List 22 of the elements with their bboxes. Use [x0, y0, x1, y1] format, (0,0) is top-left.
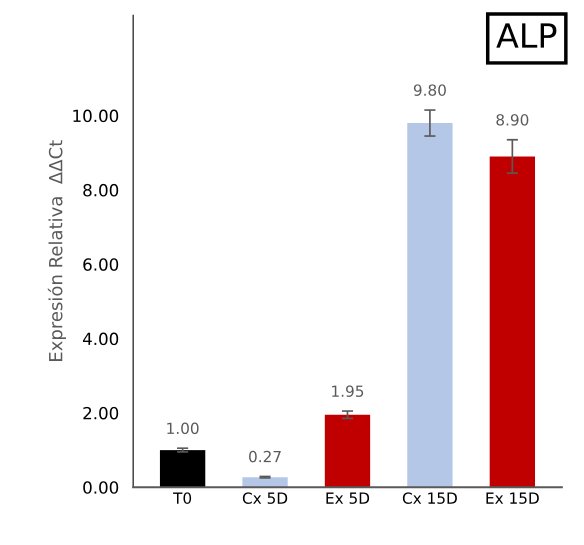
data-label: 0.27 — [249, 450, 281, 462]
annotation: ALP — [496, 23, 556, 48]
data-label: 8.90 — [496, 114, 528, 126]
bar — [160, 450, 206, 488]
x-tick-label: Ex 15D — [486, 492, 539, 504]
y-tick-label: 0.00 — [83, 481, 118, 494]
x-tick-label: Cx 5D — [242, 492, 288, 504]
y-tick-label: 10.00 — [73, 110, 118, 122]
data-label: 9.80 — [414, 84, 446, 96]
y-tick-label: 2.00 — [83, 406, 118, 420]
y-tick-label: 4.00 — [82, 332, 118, 346]
data-label: 1.00 — [167, 422, 199, 434]
y-axis-title: Expresión Relativa ΔΔCt — [48, 140, 66, 361]
bar — [407, 123, 453, 488]
x-tick-label: Cx 15D — [402, 492, 457, 504]
bar — [490, 156, 536, 488]
y-tick-label: 8.00 — [83, 184, 118, 196]
data-label: 1.95 — [332, 385, 364, 397]
bar — [324, 414, 370, 488]
x-tick-label: Ex 5D — [326, 492, 370, 504]
x-tick-label: T0 — [173, 492, 192, 504]
y-tick-label: 6.00 — [83, 258, 118, 271]
